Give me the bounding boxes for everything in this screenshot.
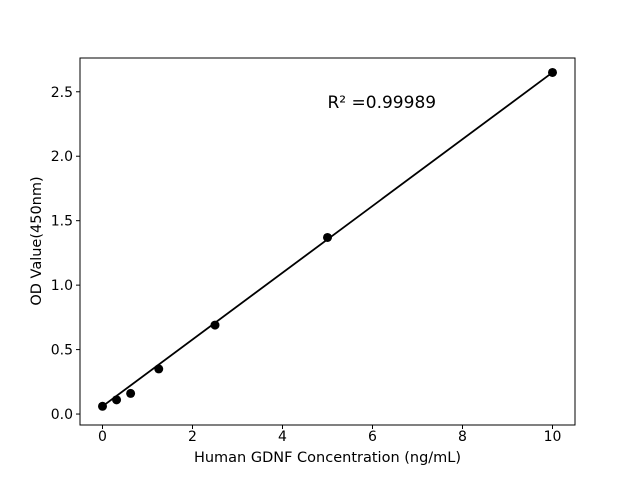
r-squared-annotation: R² =0.99989 (327, 93, 437, 114)
y-tick-label: 0.0 (51, 407, 73, 423)
y-tick-label: 2.0 (51, 149, 73, 165)
x-tick-label: 0 (98, 429, 107, 445)
x-tick-label: 4 (278, 429, 287, 445)
x-tick-label: 6 (368, 429, 377, 445)
x-tick-label: 10 (544, 429, 562, 445)
data-point (548, 67, 557, 77)
y-axis-label: OD Value(450nm) (29, 176, 45, 306)
y-tick-label: 0.5 (51, 343, 73, 359)
data-point (126, 388, 136, 398)
y-tick-label: 1.5 (51, 214, 73, 230)
y-tick-label: 2.5 (51, 85, 73, 101)
plot-border (79, 57, 576, 426)
data-point (323, 232, 332, 242)
x-tick-label: 2 (188, 429, 197, 445)
x-axis-label: Human GDNF Concentration (ng/mL) (193, 450, 462, 466)
data-point (112, 395, 122, 405)
data-point (154, 364, 164, 374)
y-tick-label: 1.0 (51, 278, 73, 294)
data-point (98, 401, 107, 411)
x-tick-label: 8 (458, 429, 467, 445)
data-point (210, 320, 220, 330)
